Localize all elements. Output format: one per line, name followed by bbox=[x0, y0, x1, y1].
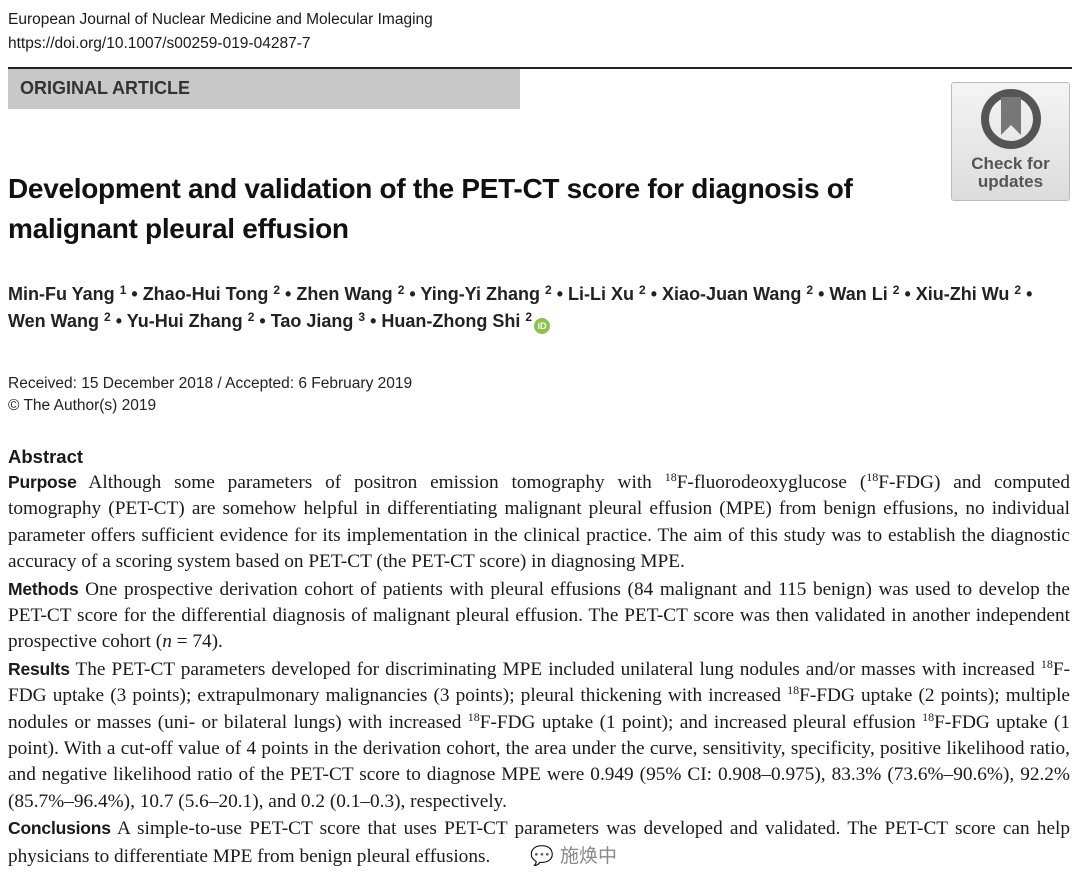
author-separator: • bbox=[813, 284, 830, 304]
author-separator: • bbox=[899, 284, 916, 304]
superscript: 18 bbox=[866, 470, 879, 484]
italic-text: n bbox=[162, 631, 172, 653]
orcid-icon[interactable]: iD bbox=[534, 318, 551, 334]
author-name: Li-Li Xu bbox=[568, 284, 635, 304]
superscript: 18 bbox=[1040, 656, 1053, 671]
received-accepted: Received: 15 December 2018 / Accepted: 6… bbox=[8, 375, 413, 392]
author-separator: • bbox=[645, 284, 663, 304]
author-affiliation: 3 bbox=[358, 310, 366, 324]
author[interactable]: Zhen Wang 2 bbox=[296, 284, 404, 304]
article-type: ORIGINAL ARTICLE bbox=[20, 78, 190, 98]
author-name: Min-Fu Yang bbox=[8, 284, 115, 304]
author-name: Yu-Hui Zhang bbox=[126, 311, 243, 331]
author-affiliation: 2 bbox=[397, 283, 405, 297]
author[interactable]: Xiao-Juan Wang 2 bbox=[662, 284, 813, 304]
author-name: Tao Jiang bbox=[270, 311, 354, 331]
superscript: 18 bbox=[467, 709, 480, 724]
abstract-body: Purpose Although some parameters of posi… bbox=[8, 469, 1070, 870]
author-name: Zhao-Hui Tong bbox=[142, 284, 269, 304]
section-text: F-FDG uptake (2 points); multiple nodule… bbox=[8, 685, 1070, 733]
section-text: F-FDG uptake (1 point). With a cut-off v… bbox=[8, 711, 1070, 812]
author-name: Huan-Zhong Shi bbox=[381, 311, 521, 331]
author-separator: • bbox=[110, 311, 127, 331]
section-text: F-FDG uptake (3 points); extrapulmonary … bbox=[8, 658, 1070, 707]
author-list: Min-Fu Yang 1 • Zhao-Hui Tong 2 • Zhen W… bbox=[8, 281, 1072, 335]
publication-dates: Received: 15 December 2018 / Accepted: 6… bbox=[8, 373, 1072, 417]
author-affiliation: 2 bbox=[525, 310, 533, 324]
copyright: © The Author(s) 2019 bbox=[8, 397, 157, 414]
author-separator: • bbox=[280, 284, 297, 304]
superscript: 18 bbox=[664, 470, 677, 484]
author[interactable]: Wan Li 2 bbox=[829, 284, 899, 304]
section-label: Methods bbox=[8, 578, 79, 599]
article-title: Development and validation of the PET-CT… bbox=[8, 173, 853, 244]
author-name: Zhen Wang bbox=[296, 284, 393, 304]
section-text: One prospective derivation cohort of pat… bbox=[8, 578, 1070, 653]
section-label: Results bbox=[8, 658, 70, 679]
check-updates-label: Check for updates bbox=[971, 154, 1050, 191]
abstract-heading: Abstract bbox=[8, 446, 84, 467]
author-affiliation: 2 bbox=[806, 283, 814, 297]
author-affiliation: 2 bbox=[892, 283, 900, 297]
watermark-text: 施焕中 bbox=[560, 844, 618, 867]
author-name: Wen Wang bbox=[8, 311, 99, 331]
check-updates-icon bbox=[981, 89, 1041, 149]
section-text: = 74). bbox=[171, 631, 223, 653]
section-text: A simple-to-use PET-CT score that uses P… bbox=[8, 818, 1070, 867]
header-rule bbox=[8, 67, 1072, 69]
author-affiliation: 2 bbox=[639, 283, 646, 297]
author-affiliation: 2 bbox=[545, 283, 552, 297]
section-label: Conclusions bbox=[8, 818, 111, 839]
author-name: Xiao-Juan Wang bbox=[662, 284, 802, 304]
superscript: 18 bbox=[922, 709, 935, 724]
wechat-icon: 💬 bbox=[530, 844, 560, 867]
author-separator: • bbox=[126, 284, 143, 304]
section-text: F-FDG uptake (1 point); and increased pl… bbox=[479, 711, 923, 733]
section-text: Although some parameters of positron emi… bbox=[76, 472, 665, 493]
author[interactable]: Wen Wang 2 bbox=[8, 311, 111, 331]
author-separator: • bbox=[254, 311, 271, 331]
section-text: F-fluorodeoxyglucose ( bbox=[676, 472, 867, 493]
author-name: Ying-Yi Zhang bbox=[420, 284, 541, 304]
wechat-watermark: 💬 施焕中 bbox=[530, 843, 617, 869]
author[interactable]: Tao Jiang 3 bbox=[271, 311, 365, 331]
author-separator: • bbox=[551, 284, 569, 304]
section-label: Purpose bbox=[8, 472, 77, 492]
abstract-section-results: Results The PET-CT parameters developed … bbox=[8, 656, 1070, 815]
abstract-section-conclusions: Conclusions A simple-to-use PET-CT score… bbox=[8, 815, 1070, 870]
journal-name: European Journal of Nuclear Medicine and… bbox=[8, 11, 433, 28]
author[interactable]: Yu-Hui Zhang 2 bbox=[127, 311, 255, 331]
doi-link[interactable]: https://doi.org/10.1007/s00259-019-04287… bbox=[8, 35, 311, 52]
author-affiliation: 2 bbox=[247, 310, 255, 324]
author-affiliation: 2 bbox=[104, 310, 111, 324]
author[interactable]: Xiu-Zhi Wu 2 bbox=[916, 284, 1021, 304]
abstract-section-methods: Methods One prospective derivation cohor… bbox=[8, 576, 1070, 656]
author-affiliation: 1 bbox=[119, 283, 127, 297]
author[interactable]: Ying-Yi Zhang 2 bbox=[420, 284, 551, 304]
author[interactable]: Huan-Zhong Shi 2iD bbox=[381, 310, 551, 334]
author-affiliation: 2 bbox=[273, 283, 281, 297]
author[interactable]: Li-Li Xu 2 bbox=[568, 284, 646, 304]
author-affiliation: 2 bbox=[1014, 283, 1022, 297]
check-for-updates-button[interactable]: Check for updates bbox=[951, 82, 1070, 201]
author-name: Xiu-Zhi Wu bbox=[915, 284, 1010, 304]
author-separator: • bbox=[365, 311, 382, 331]
author[interactable]: Zhao-Hui Tong 2 bbox=[143, 284, 280, 304]
article-type-banner: ORIGINAL ARTICLE bbox=[8, 69, 520, 109]
section-text: F-FDG) and computed tomography (PET-CT) … bbox=[8, 472, 1070, 573]
author-name: Wan Li bbox=[829, 284, 888, 304]
author-separator: • bbox=[404, 284, 421, 304]
abstract-section-purpose: Purpose Although some parameters of posi… bbox=[8, 469, 1070, 576]
author[interactable]: Min-Fu Yang 1 bbox=[8, 284, 126, 304]
journal-header: European Journal of Nuclear Medicine and… bbox=[8, 8, 1072, 65]
superscript: 18 bbox=[787, 683, 800, 698]
author-separator: • bbox=[1021, 284, 1033, 304]
section-text: The PET-CT parameters developed for disc… bbox=[69, 658, 1041, 680]
